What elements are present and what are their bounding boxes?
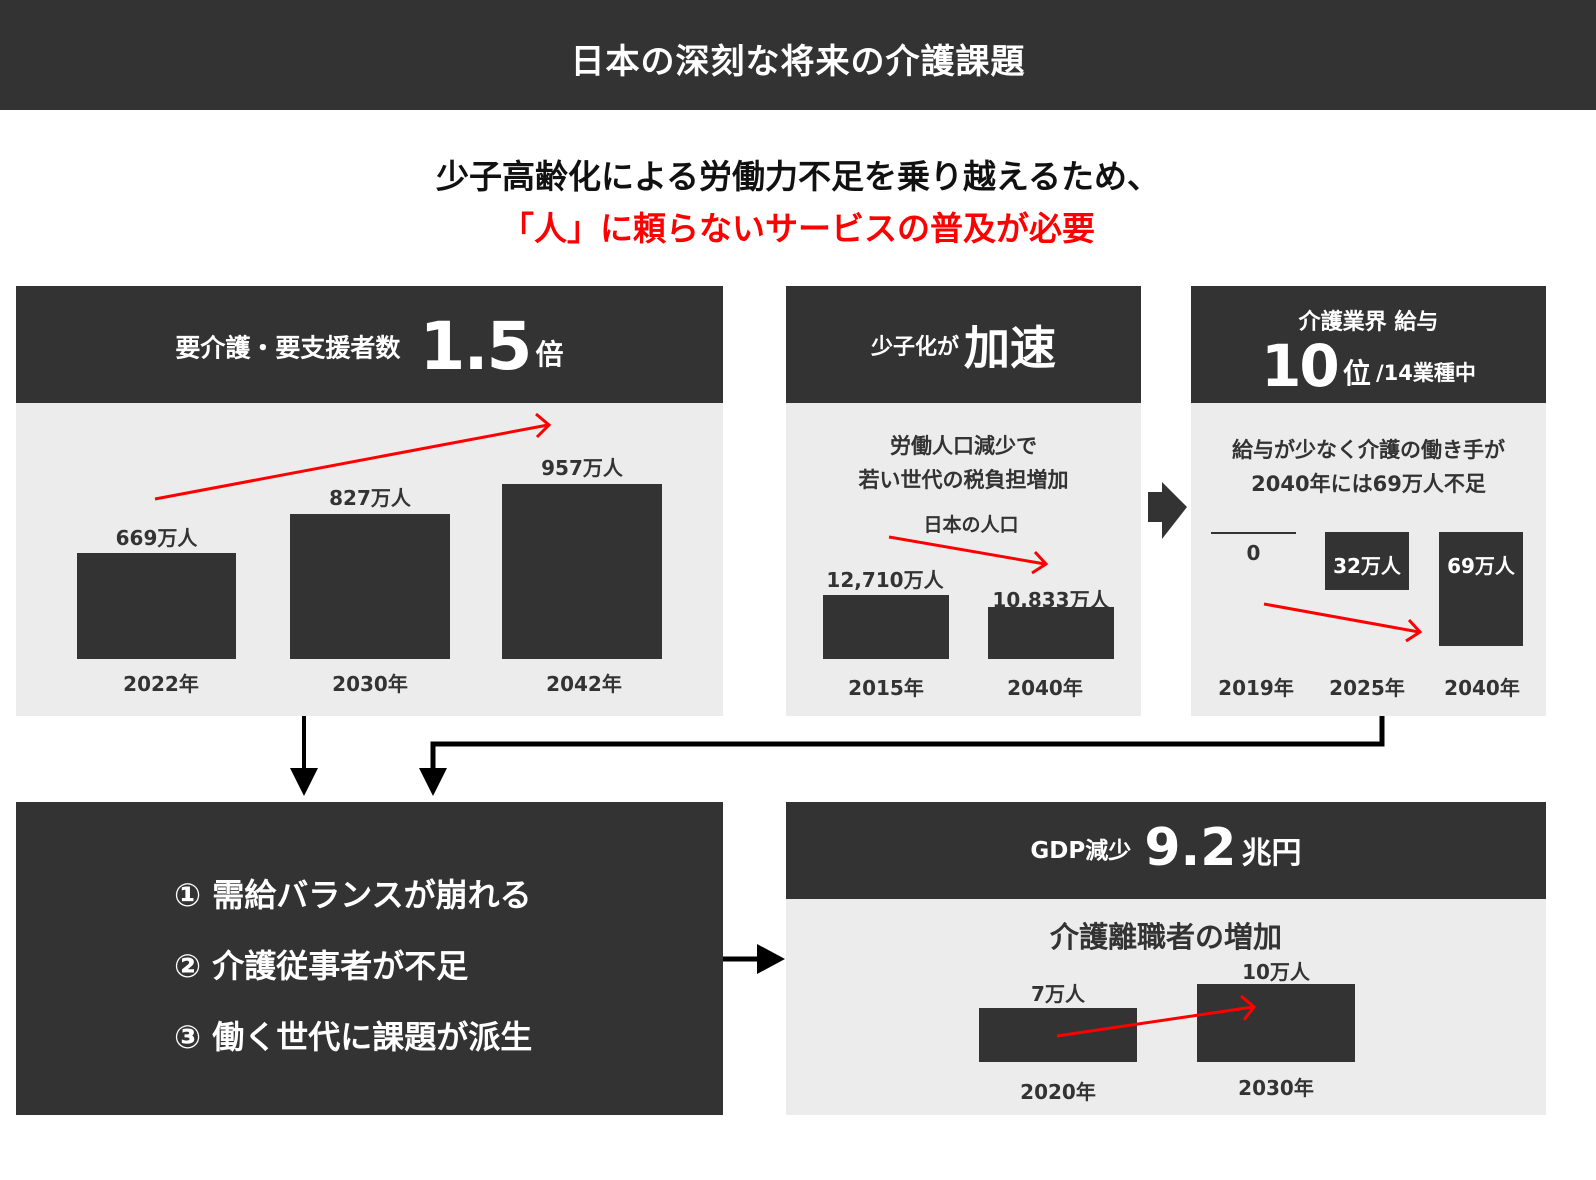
panel-care-recipients-header: 要介護・要支援者数 1.5 倍 — [16, 286, 723, 403]
consequence-item-3: ③ 働く世代に課題が派生 — [174, 1018, 533, 1056]
panel-salary-description-1: 給与が少なく介護の働き手が — [1232, 438, 1505, 462]
panel-birthrate-description-2: 若い世代の税負担増加 — [858, 468, 1069, 492]
bar-year-label: 2022年 — [123, 672, 199, 696]
panel-salary-title-rank: 10 位 /14業種中 — [1191, 332, 1546, 400]
title-value: 1.5 — [419, 308, 533, 385]
rank-value: 10 — [1261, 332, 1340, 400]
consequence-item-1: ① 需給バランスが崩れる — [174, 876, 532, 914]
bar-2030 — [290, 514, 450, 659]
panel-gdp-header: GDP減少 9.2 兆円 — [786, 802, 1546, 899]
title-prefix: 少子化が — [870, 335, 959, 360]
bar-year-label: 2025年 — [1329, 676, 1405, 700]
panel-salary-title-line1: 介護業界 給与 — [1298, 310, 1439, 335]
bar-year-label: 2030年 — [1238, 1076, 1314, 1100]
rank-suffix: 位 — [1342, 357, 1371, 390]
consequences-box: ① 需給バランスが崩れる ② 介護従事者が不足 ③ 働く世代に課題が派生 — [16, 802, 723, 1115]
bar-value-label: 69万人 — [1447, 554, 1515, 578]
bar-year-label: 2040年 — [1007, 676, 1083, 700]
bar-value-label: 7万人 — [1031, 982, 1085, 1006]
bar-2022 — [77, 553, 236, 659]
panel-gdp-title: GDP減少 9.2 兆円 — [786, 818, 1546, 878]
bar-value-label: 827万人 — [329, 486, 411, 510]
bar-value-label: 957万人 — [541, 456, 623, 480]
bar-value-label: 32万人 — [1333, 554, 1401, 578]
panel-care-recipients-title: 要介護・要支援者数 1.5 倍 — [16, 308, 723, 385]
bar-2042 — [502, 484, 662, 659]
bar-year-label: 2019年 — [1218, 676, 1294, 700]
panel-birthrate-description-1: 労働人口減少で — [890, 434, 1037, 458]
bar-2040 — [988, 607, 1114, 659]
panel-gdp-subtitle: 介護離職者の増加 — [1049, 920, 1282, 954]
page-title: 日本の深刻な将来の介護課題 — [570, 42, 1026, 82]
bar-year-label: 2020年 — [1020, 1080, 1096, 1104]
subtitle-line-2-highlight: 「人」に頼らないサービスの普及が必要 — [501, 209, 1095, 248]
bar-value-label: 10,833万人 — [992, 588, 1110, 612]
title-value: 9.2 — [1144, 818, 1237, 878]
top-header-bar: 日本の深刻な将来の介護課題 — [0, 0, 1596, 110]
panel-salary-description-2: 2040年には69万人不足 — [1251, 472, 1486, 496]
title-emphasis: 加速 — [964, 321, 1057, 375]
rank-context: /14業種中 — [1376, 361, 1476, 385]
bar-year-label: 2042年 — [546, 672, 622, 696]
bar-value-label: 10万人 — [1242, 960, 1310, 984]
panel-gdp: GDP減少 9.2 兆円 介護離職者の増加 — [786, 802, 1546, 1115]
bar-2030 — [1197, 984, 1355, 1062]
title-prefix: GDP減少 — [1030, 838, 1132, 864]
bar-value-label: 12,710万人 — [826, 568, 944, 592]
bar-value-label: 669万人 — [115, 526, 198, 550]
subtitle-line-1: 少子高齢化による労働力不足を乗り越えるため、 — [435, 157, 1161, 196]
panel-salary-header: 介護業界 給与 10 位 /14業種中 — [1191, 286, 1546, 403]
panel-birthrate-title: 少子化が 加速 — [786, 312, 1141, 378]
bar-2025 — [1325, 532, 1409, 590]
consequence-item-2: ② 介護従事者が不足 — [174, 947, 469, 985]
bar-2019-zero-line — [1211, 532, 1296, 534]
bar-value-label: 0 — [1246, 541, 1261, 565]
bar-2015 — [823, 595, 949, 659]
bar-year-label: 2040年 — [1444, 676, 1520, 700]
bar-2040 — [1439, 532, 1523, 646]
bar-year-label: 2015年 — [848, 676, 924, 700]
chart-label: 日本の人口 — [923, 514, 1019, 536]
bar-year-label: 2030年 — [332, 672, 408, 696]
title-suffix: 倍 — [535, 337, 564, 371]
title-prefix: 要介護・要支援者数 — [175, 333, 401, 363]
title-suffix: 兆円 — [1241, 836, 1302, 871]
panel-birthrate-header: 少子化が 加速 — [786, 286, 1141, 403]
